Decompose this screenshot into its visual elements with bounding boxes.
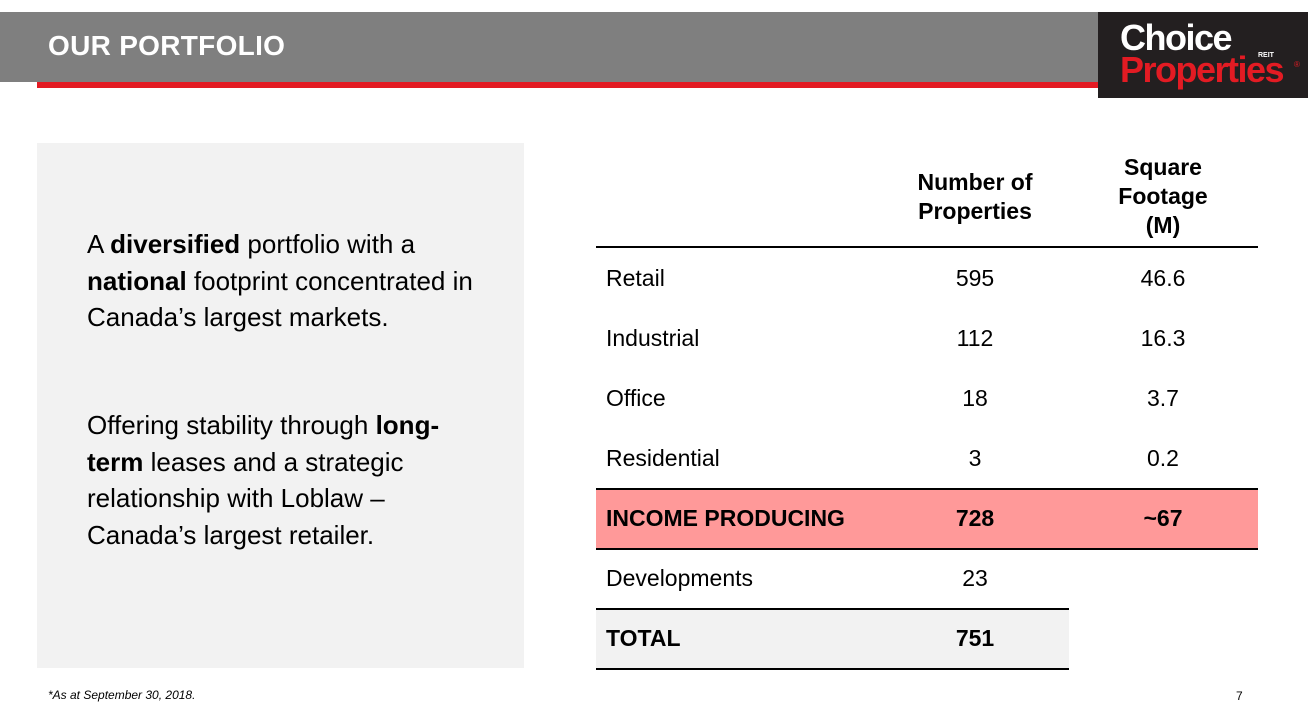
row-count-income-producing: 728 [955,505,995,531]
row-count-total: 751 [955,625,995,651]
p2-run: leases and a strategic relationship with… [87,446,404,550]
page-number: 7 [1236,689,1243,703]
table-rule [596,668,1069,670]
total-row-background [596,609,1069,669]
row-label-retail: Retail [606,265,665,291]
row-label-office: Office [606,385,666,411]
row-count-retail: 595 [955,265,995,291]
header-bar [0,12,1098,82]
row-label-income-producing: INCOME PRODUCING [606,505,845,531]
col-header-number-of-properties: Number of Properties [917,169,1033,224]
row-count-residential: 3 [968,445,982,471]
logo-line-1: Choice [1120,17,1233,58]
row-label-residential: Residential [606,445,720,471]
page-title: OUR PORTFOLIO [48,30,286,61]
row-sqft-income-producing: ~67 [1143,505,1183,531]
row-label-developments: Developments [606,565,754,591]
table-rule [596,608,1069,610]
p1-run: A [87,229,111,259]
summary-paragraph-2: Offering stability through long-term lea… [87,407,487,553]
header-accent-line [37,82,1098,88]
row-sqft-retail: 46.6 [1140,265,1186,291]
row-sqft-office: 3.7 [1147,385,1179,411]
logo-line-2: Properties [1120,49,1285,90]
p2-run: long-term [87,410,440,477]
row-label-total: TOTAL [606,625,681,651]
table-rule [596,548,1258,550]
p1-run: diversified [110,229,241,259]
logo-reit: REIT [1258,52,1274,59]
table-rule [596,488,1258,490]
income-producing-highlight [596,489,1258,549]
footnote: *As at September 30, 2018. [48,688,196,702]
p2-run: Offering stability through [87,410,376,440]
row-count-office: 18 [962,385,988,411]
col-header-square-footage: Square Footage (M) [1118,154,1208,238]
p1-run: portfolio with a [240,229,416,259]
logo-registered-mark: ® [1294,60,1300,69]
summary-paragraph-1: A diversified portfolio with a national … [87,226,487,336]
header-rule [596,246,1258,248]
summary-panel: A diversified portfolio with a national … [37,143,524,668]
choice-properties-logo: Choice REIT Properties ® [1098,12,1308,98]
row-count-developments: 23 [962,565,988,591]
row-count-industrial: 112 [956,325,994,351]
row-label-industrial: Industrial [606,325,700,351]
p1-run: national [87,265,187,296]
row-sqft-residential: 0.2 [1147,445,1179,471]
p1-run: footprint concentrated in Canada’s large… [87,265,473,333]
row-sqft-industrial: 16.3 [1140,325,1186,351]
